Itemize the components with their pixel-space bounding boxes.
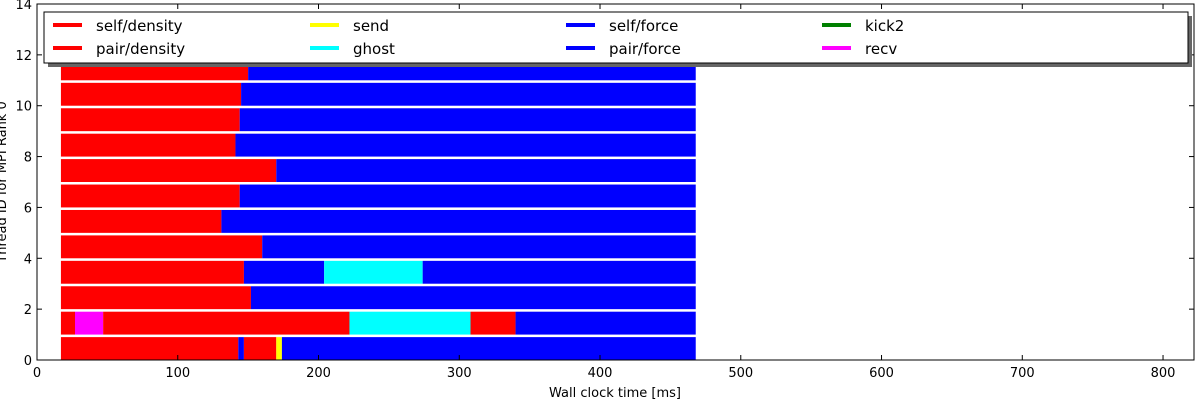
thread-1-row	[60, 311, 696, 335]
task-segment-pair-density	[60, 286, 251, 310]
task-segment-pair-density	[60, 108, 240, 132]
task-segment-pair-force	[235, 133, 696, 157]
legend-label: self/density	[96, 17, 183, 35]
legend: self/density pair/density send ghost self/fo…	[43, 11, 1192, 67]
y-tick-label: 10	[15, 100, 32, 115]
task-segment-ghost	[324, 260, 423, 284]
x-tick-label: 700	[1010, 366, 1035, 381]
task-segment-pair-density	[60, 209, 222, 233]
thread-0-row	[60, 337, 696, 360]
task-segment-pair-force	[241, 82, 696, 106]
x-axis-label: Wall clock time [ms]	[549, 386, 681, 400]
task-segment-pair-density	[60, 235, 263, 259]
task-segment-pair-force	[243, 260, 325, 284]
y-tick-label: 6	[24, 201, 32, 216]
y-tick-label: 12	[15, 49, 32, 64]
y-tick-label: 0	[24, 354, 32, 369]
task-segment-pair-density	[60, 260, 244, 284]
thread-5-row	[60, 209, 696, 233]
task-segment-pair-force	[262, 235, 696, 259]
task-segment-pair-density	[60, 337, 239, 360]
thread-2-row	[60, 286, 696, 310]
task-segment-pair-density	[470, 311, 516, 335]
task-segment-pair-density	[60, 159, 277, 182]
x-tick-label: 100	[165, 366, 190, 381]
thread-8-row	[60, 133, 696, 157]
task-segment-pair-density	[60, 184, 240, 208]
y-tick-label: 2	[24, 303, 32, 318]
legend-label: send	[353, 17, 389, 35]
x-tick-label: 300	[447, 366, 472, 381]
legend-label: self/force	[609, 17, 678, 35]
task-segment-pair-force	[239, 108, 696, 132]
task-segment-pair-force	[221, 209, 696, 233]
legend-label: kick2	[865, 17, 904, 35]
task-segment-pair-density	[60, 82, 242, 106]
y-tick-label: 4	[24, 252, 32, 267]
y-axis-label: Thread ID for MPI Rank 0	[0, 101, 10, 263]
task-segment-pair-force	[238, 337, 244, 360]
task-segment-send	[276, 337, 282, 360]
x-tick-label: 600	[869, 366, 894, 381]
y-tick-label: 14	[15, 0, 32, 13]
thread-3-row	[60, 260, 696, 284]
x-tick-label: 200	[306, 366, 331, 381]
task-segment-pair-force	[281, 337, 696, 360]
legend-label: ghost	[353, 40, 395, 58]
thread-10-row	[60, 82, 696, 106]
task-segment-pair-density	[60, 311, 76, 335]
x-tick-label: 800	[1151, 366, 1176, 381]
x-tick-label: 500	[728, 366, 753, 381]
task-segment-pair-force	[239, 184, 696, 208]
thread-4-row	[60, 235, 696, 259]
thread-9-row	[60, 108, 696, 132]
task-segment-pair-density	[243, 337, 277, 360]
thread-7-row	[60, 159, 696, 182]
legend-label: recv	[865, 40, 897, 58]
thread-6-row	[60, 184, 696, 208]
thread-bars	[60, 57, 696, 360]
x-tick-label: 400	[588, 366, 613, 381]
legend-label: pair/density	[96, 40, 185, 58]
plot-frame	[36, 3, 1195, 361]
task-segment-pair-force	[515, 311, 696, 335]
task-segment-pair-force	[422, 260, 696, 284]
task-segment-recv	[75, 311, 104, 335]
task-segment-ghost	[349, 311, 471, 335]
task-segment-pair-force	[250, 286, 696, 310]
y-tick-label: 8	[24, 151, 32, 166]
legend-box	[43, 11, 1189, 64]
task-segment-pair-density	[103, 311, 350, 335]
axis-ticks: 0 100 200 300 400 500 600 700 800 0 2 4 6 8 10 12 14	[15, 0, 1194, 381]
task-segment-pair-force	[276, 159, 696, 182]
legend-label: pair/force	[609, 40, 681, 58]
task-segment-pair-density	[60, 133, 236, 157]
x-tick-label: 0	[33, 366, 41, 381]
